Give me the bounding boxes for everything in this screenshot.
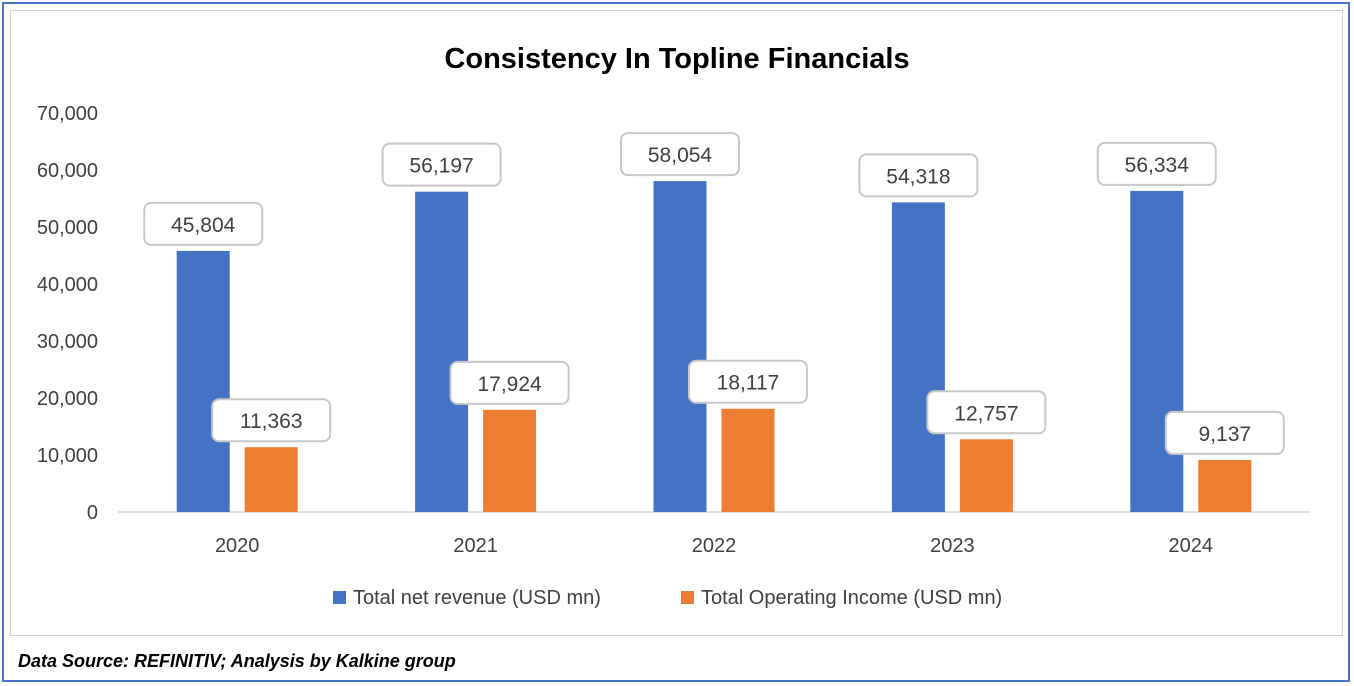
operating-income-bar	[721, 408, 775, 512]
data-label: 18,117	[717, 372, 780, 395]
revenue-bar	[891, 202, 945, 513]
data-label-box	[143, 201, 264, 246]
y-tick-label: 10,000	[37, 445, 98, 467]
x-tick-label: 2021	[453, 535, 498, 557]
data-label-box	[688, 359, 808, 404]
y-tick-label: 0	[87, 502, 98, 524]
x-tick-label: 2022	[692, 535, 737, 557]
data-label-box	[211, 398, 332, 443]
data-label-box	[926, 390, 1047, 435]
data-label: 45,804	[171, 214, 236, 237]
operating-income-bar	[959, 439, 1013, 512]
operating-income-bar	[483, 409, 537, 512]
chart-title: Consistency In Topline Financials	[444, 43, 909, 75]
data-label: 12,757	[954, 402, 1018, 425]
data-label: 17,924	[477, 373, 542, 396]
data-label-box	[381, 142, 502, 187]
operating-income-bar	[244, 447, 298, 512]
data-label: 56,334	[1125, 154, 1190, 177]
data-label: 54,318	[886, 165, 950, 188]
revenue-bar	[176, 250, 230, 512]
data-label-box	[1164, 410, 1285, 455]
y-tick-label: 40,000	[37, 274, 98, 296]
data-label-box	[1096, 141, 1217, 186]
data-label-box	[449, 360, 570, 405]
data-label-box	[620, 132, 740, 177]
legend-swatch	[681, 591, 694, 604]
revenue-bar	[415, 191, 469, 512]
x-tick-label: 2023	[930, 535, 975, 557]
operating-income-bar	[1198, 459, 1252, 512]
data-label: 9,137	[1199, 423, 1252, 446]
y-tick-label: 30,000	[37, 331, 98, 353]
y-tick-label: 70,000	[37, 103, 98, 125]
data-label-box	[858, 153, 979, 198]
legend-label: Total net revenue (USD mn)	[353, 587, 601, 609]
data-label: 58,054	[648, 144, 713, 167]
x-tick-label: 2020	[215, 535, 260, 557]
revenue-bar	[1130, 190, 1184, 513]
data-label: 56,197	[409, 155, 473, 178]
y-tick-label: 20,000	[37, 388, 98, 410]
legend-swatch	[333, 591, 346, 604]
y-tick-label: 50,000	[37, 217, 98, 239]
y-tick-label: 60,000	[37, 160, 98, 182]
data-label: 11,363	[240, 410, 303, 433]
x-tick-label: 2024	[1169, 535, 1214, 557]
data-source-note: Data Source: REFINITIV; Analysis by Kalk…	[18, 651, 456, 671]
legend-label: Total Operating Income (USD mn)	[701, 587, 1002, 609]
revenue-bar	[653, 181, 707, 512]
